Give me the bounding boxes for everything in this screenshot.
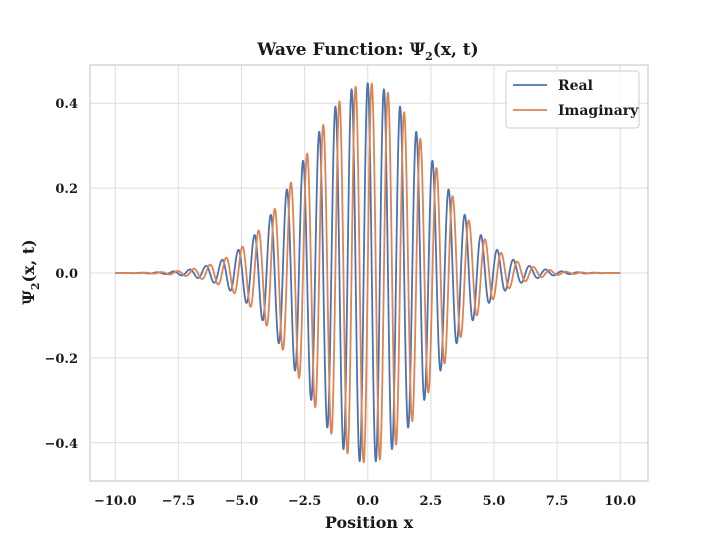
x-tick-label: 10.0 [604,494,636,509]
y-tick-label: −0.2 [44,352,78,367]
x-tick-label: −10.0 [94,494,137,509]
legend-label-real: Real [558,78,593,94]
x-tick-label: 2.5 [420,494,443,509]
x-tick-label: −2.5 [288,494,322,509]
x-axis-label: Position x [325,513,414,532]
chart-title: Wave Function: Ψ2(x, t) [256,40,478,63]
y-tick-labels: −0.4 −0.2 0.0 0.2 0.4 [44,97,78,452]
y-axis-label: Ψ2(x, t) [19,239,42,304]
x-tick-label: 7.5 [546,494,569,509]
series-layer [114,82,621,464]
legend: Real Imaginary [505,70,640,129]
y-tick-label: 0.4 [55,97,78,112]
series-line-imaginary [114,82,621,464]
plot-frame [89,64,649,482]
y-tick-label: 0.2 [55,182,78,197]
y-tick-label: −0.4 [44,437,78,452]
x-tick-label: −7.5 [162,494,196,509]
x-tick-label: 0.0 [356,494,379,509]
x-tick-labels: −10.0 −7.5 −5.0 −2.5 0.0 2.5 5.0 7.5 10.0 [94,494,636,509]
x-tick-label: −5.0 [225,494,259,509]
legend-label-imaginary: Imaginary [558,103,639,119]
x-tick-label: 5.0 [483,494,506,509]
y-tick-label: 0.0 [55,267,78,282]
